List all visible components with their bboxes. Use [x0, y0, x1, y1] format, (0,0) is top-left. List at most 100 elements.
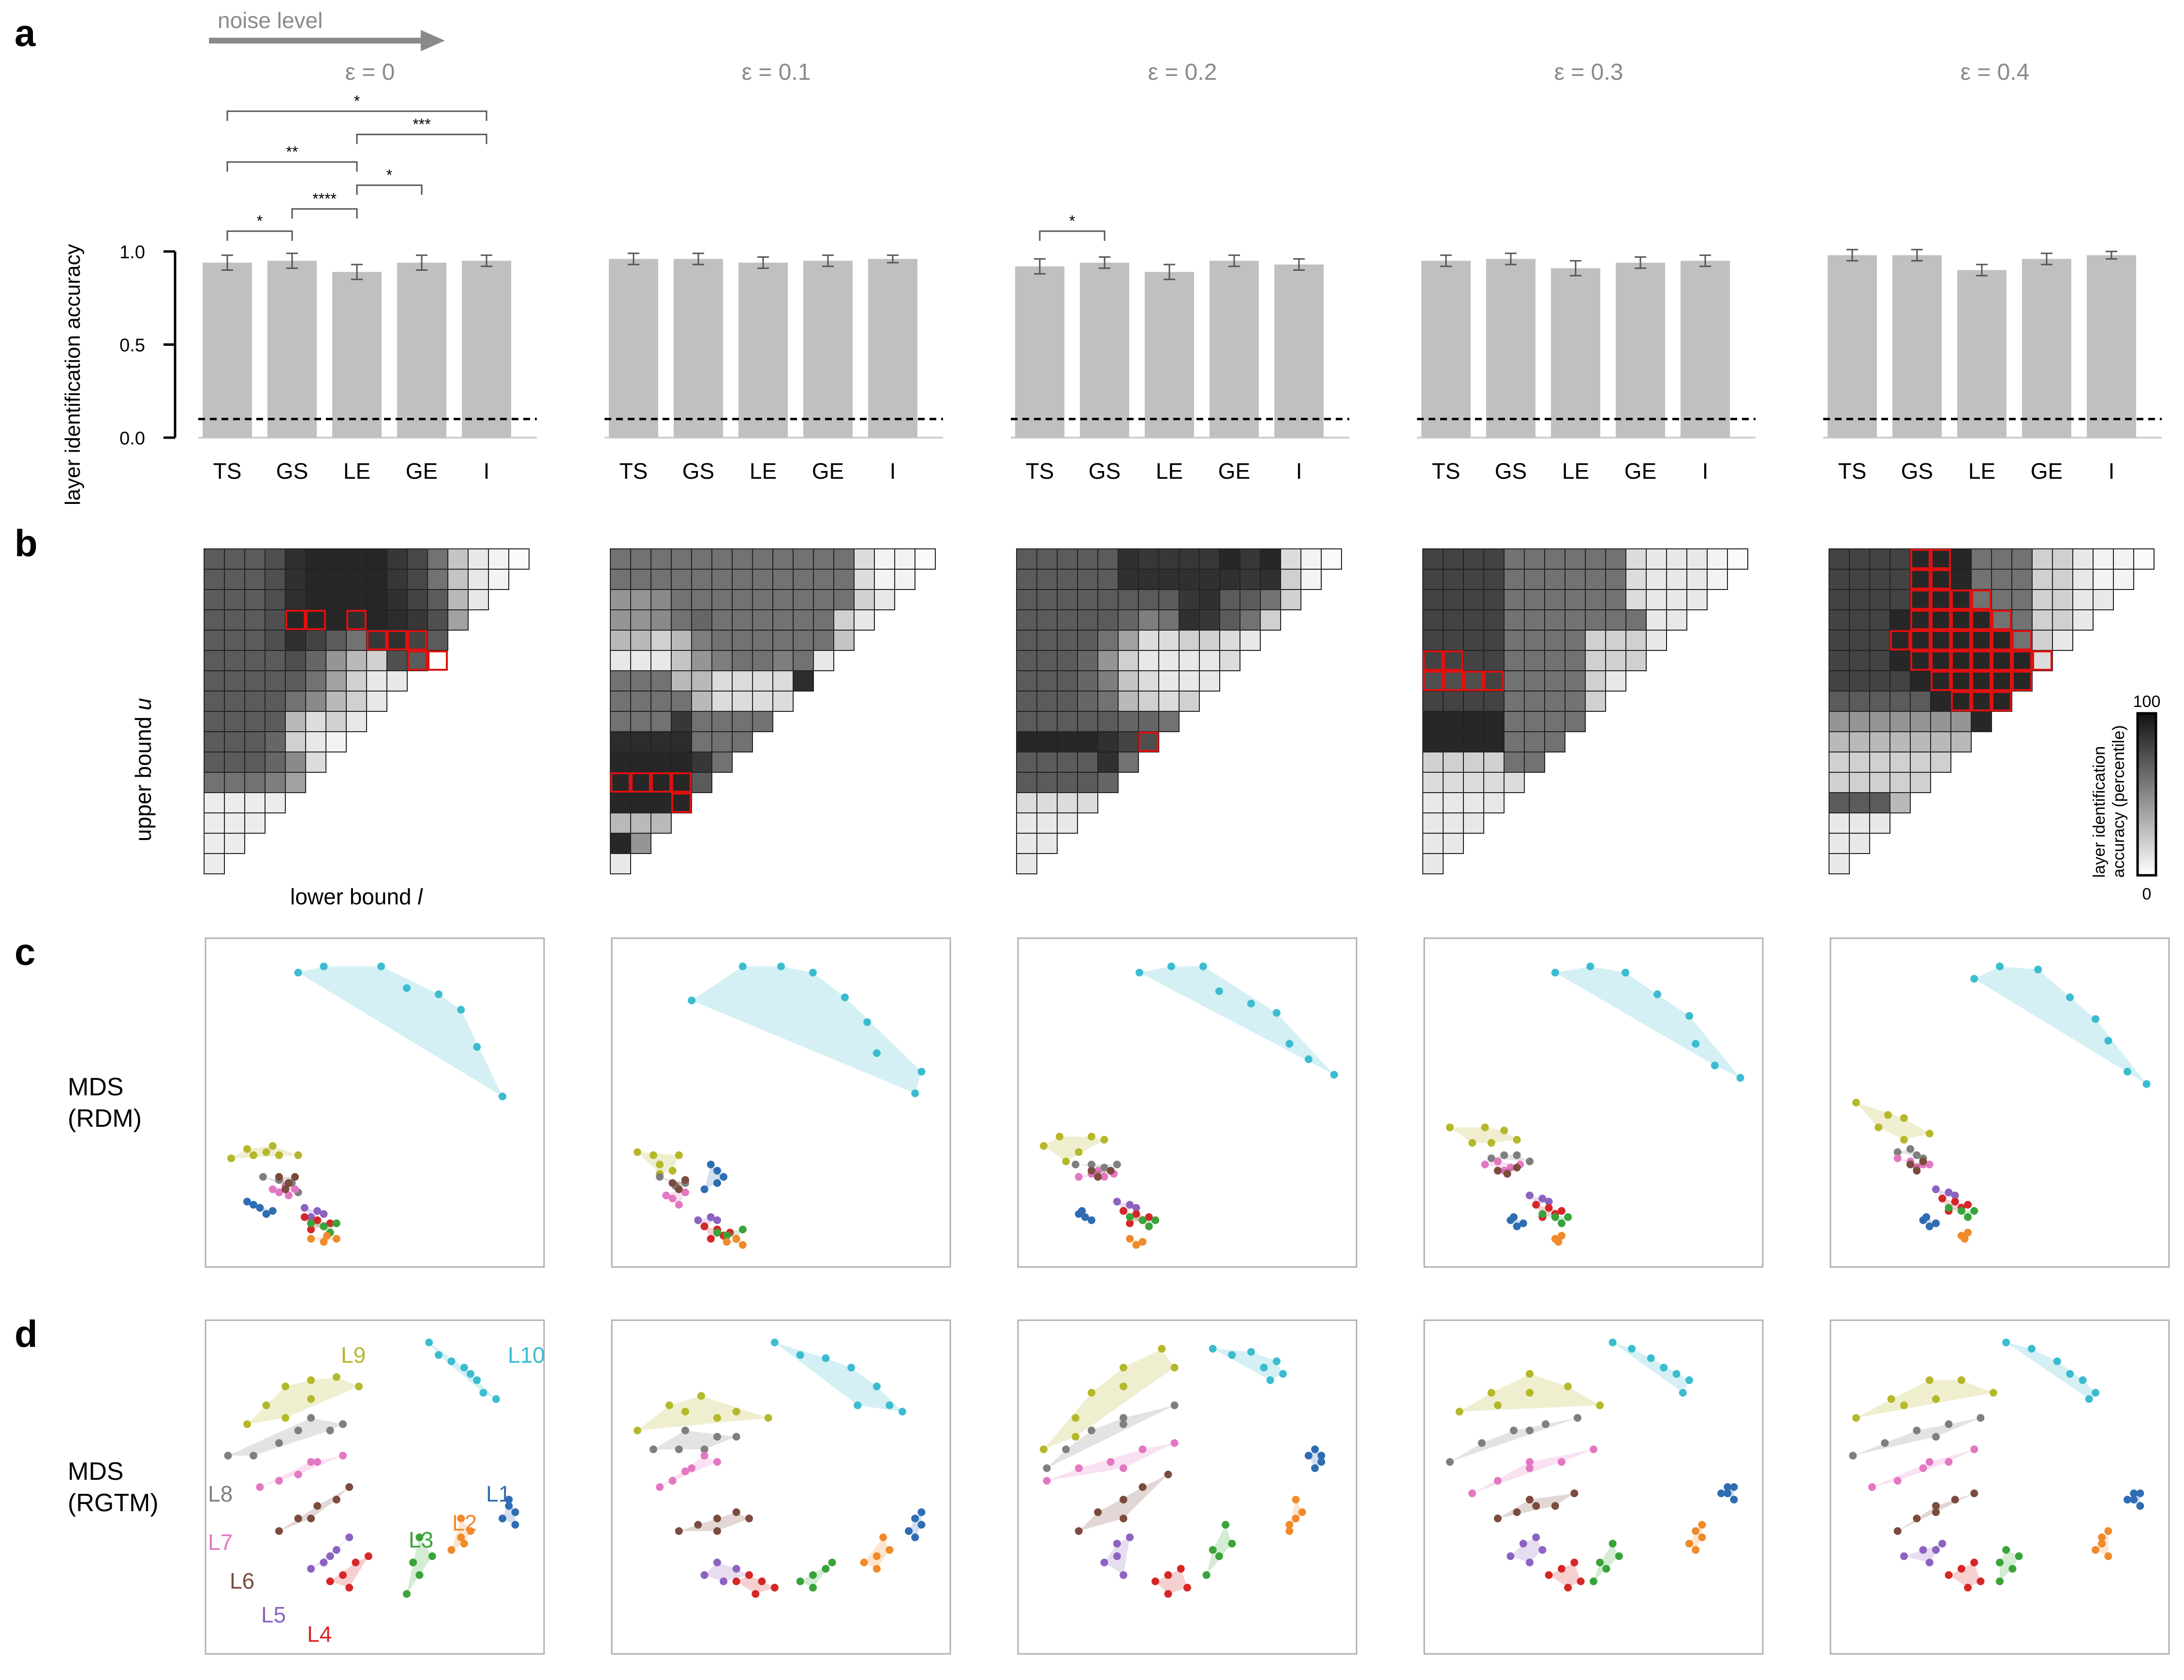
point-L10	[2079, 1376, 2087, 1384]
point-L9	[1040, 1445, 1048, 1453]
point-L1	[2130, 1496, 2138, 1503]
significance-label: ****	[312, 190, 337, 207]
point-L6	[1932, 1508, 1940, 1516]
heatmap-cell	[366, 548, 387, 570]
point-L9	[697, 1392, 705, 1400]
heatmap-cell	[1889, 711, 1911, 732]
point-L7	[1494, 1477, 1502, 1485]
significance-label: *	[257, 212, 263, 230]
heatmap-highlight	[1910, 589, 1931, 610]
point-L8	[1113, 1161, 1121, 1168]
heatmap-cell	[1889, 752, 1911, 773]
point-L1	[1510, 1213, 1518, 1221]
point-L6	[668, 1179, 677, 1187]
point-L10	[854, 1401, 862, 1409]
heatmap-cell	[630, 812, 651, 834]
heatmap-cell	[1504, 589, 1525, 610]
heatmap-cell	[630, 711, 651, 732]
cluster-hull-L8	[263, 1177, 298, 1193]
point-L10	[1199, 962, 1207, 971]
heatmap-highlight	[1971, 610, 1992, 630]
point-L10	[1608, 1339, 1617, 1346]
point-L4	[326, 1219, 334, 1227]
heatmap-cell	[1260, 609, 1281, 631]
point-L1	[1717, 1489, 1725, 1497]
heatmap-cell	[1463, 650, 1484, 671]
colorbar-label-2: accuracy (percentile)	[2110, 725, 2128, 878]
heatmap-cell	[772, 630, 794, 651]
heatmap-cell	[1280, 569, 1301, 590]
panel-d-scatter-1	[611, 1319, 951, 1655]
point-L2	[1292, 1515, 1300, 1522]
heatmap-cell	[1483, 752, 1505, 773]
point-L6	[294, 1515, 302, 1522]
heatmap-cell	[650, 792, 672, 813]
colorbar-max: 100	[2133, 693, 2161, 711]
heatmap-cell	[1869, 609, 1890, 631]
point-L6	[1532, 1502, 1540, 1510]
heatmap-3	[1422, 548, 1748, 874]
point-L7	[700, 1452, 708, 1459]
point-L9	[649, 1151, 657, 1159]
heatmap-cell	[1138, 548, 1159, 570]
point-L7	[339, 1452, 347, 1459]
point-L10	[1672, 1370, 1681, 1378]
point-L3	[1602, 1565, 1610, 1573]
point-L7	[1107, 1458, 1115, 1466]
heatmap-highlight	[1951, 630, 1971, 650]
heatmap-cell	[1118, 589, 1139, 610]
scatter-frame	[611, 1319, 951, 1655]
point-L7	[256, 1483, 264, 1491]
heatmap-cell	[732, 670, 753, 692]
point-L9	[1088, 1133, 1095, 1141]
heatmap-cell	[752, 650, 773, 671]
heatmap-cell	[1158, 691, 1180, 712]
heatmap-cell	[630, 691, 651, 712]
heatmap-cell	[1869, 711, 1890, 732]
heatmap-cell	[1138, 711, 1159, 732]
cluster-hull-L8	[1450, 1418, 1578, 1462]
heatmap-cell	[447, 548, 469, 570]
heatmap-highlight	[1971, 691, 1992, 711]
heatmap-cell	[265, 670, 286, 692]
significance-bracket: **	[226, 143, 358, 172]
heatmap-cell	[833, 630, 855, 651]
heatmap-cell	[793, 548, 814, 570]
point-L3	[1215, 1552, 1223, 1560]
cluster-hull-L5	[1510, 1537, 1543, 1562]
significance-label: *	[1069, 212, 1075, 230]
heatmap-cell	[305, 691, 326, 712]
heatmap-cell	[1179, 569, 1200, 590]
panel-b-xlabel-var: l	[417, 884, 423, 909]
point-L10	[1215, 987, 1223, 995]
heatmap-cell	[1829, 853, 1850, 874]
heatmap-highlight	[1463, 671, 1484, 691]
heatmap-cell	[691, 711, 712, 732]
point-L2	[1554, 1238, 1563, 1246]
scatter-frame	[1830, 937, 2170, 1268]
heatmap-cell	[1849, 711, 1870, 732]
point-L9	[1957, 1376, 1965, 1384]
point-L8	[1478, 1439, 1486, 1447]
heatmap-cell	[711, 650, 733, 671]
scatter-frame	[1017, 1319, 1358, 1655]
point-L5	[1506, 1552, 1515, 1560]
heatmap-cell	[1849, 569, 1870, 590]
heatmap-cell	[427, 548, 448, 570]
heatmap-cell	[1422, 731, 1444, 752]
heatmap-cell	[2052, 569, 2073, 590]
heatmap-cell	[265, 548, 286, 570]
heatmap-cell	[610, 792, 631, 813]
point-L6	[681, 1176, 689, 1184]
heatmap-cell	[1889, 691, 1911, 712]
point-L7	[307, 1458, 315, 1466]
heatmap-cell	[1422, 833, 1444, 854]
point-L10	[2104, 1037, 2112, 1045]
point-L1	[1932, 1219, 1940, 1227]
point-L2	[457, 1533, 465, 1541]
heatmap-cell	[1118, 731, 1139, 752]
point-L2	[1698, 1521, 1706, 1529]
heatmap-cell	[1483, 772, 1505, 793]
heatmap-cell	[1849, 772, 1870, 793]
heatmap-cell	[793, 569, 814, 590]
